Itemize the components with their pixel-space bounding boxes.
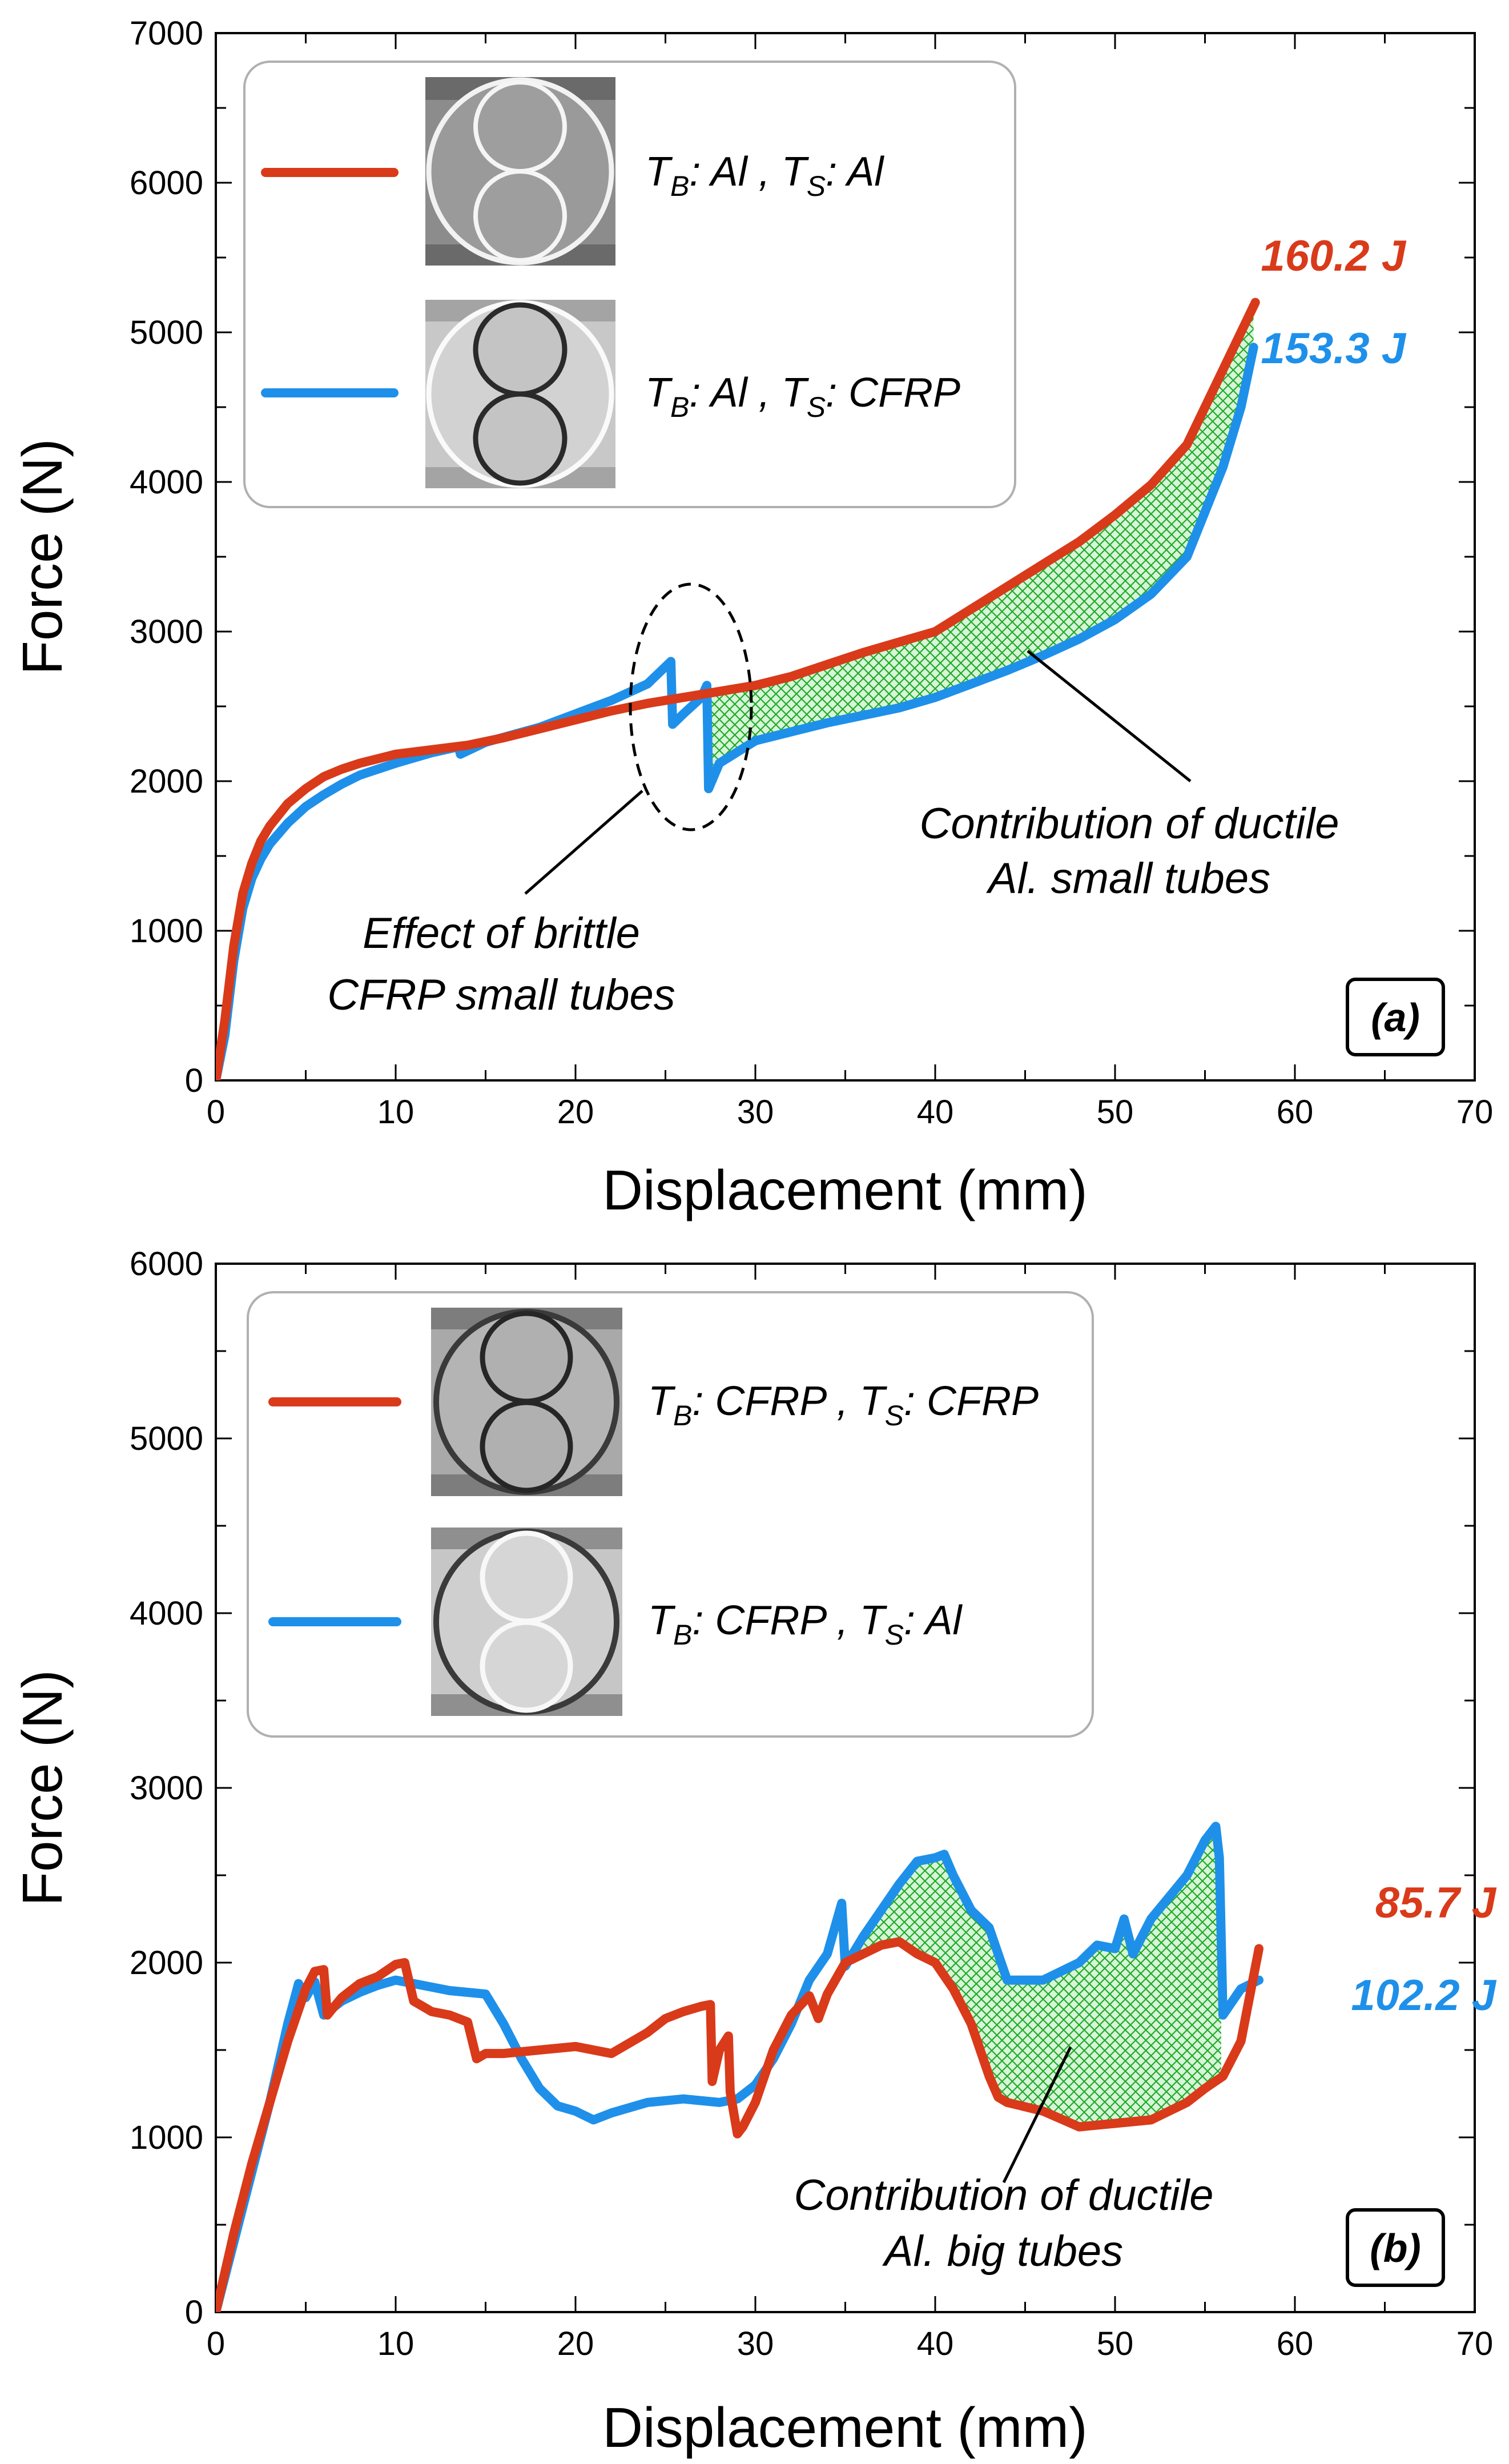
- annotation-text: Al. small tubes: [986, 854, 1270, 903]
- legend-box: [247, 1291, 1094, 1738]
- x-tick-label: 20: [557, 2325, 594, 2362]
- panel-label: (a): [1371, 995, 1420, 1040]
- legend: TB: Al , TS: Al TB: Al , TS: CFRP: [243, 61, 1016, 508]
- y-tick-label: 3000: [130, 613, 203, 650]
- x-tick-label: 30: [737, 2325, 774, 2362]
- annotation-text: Al. big tubes: [882, 2227, 1123, 2276]
- x-tick-label: 0: [207, 1094, 225, 1131]
- y-tick-label: 2000: [130, 763, 203, 800]
- annotation-text: Contribution of ductile: [794, 2171, 1213, 2220]
- x-tick-label: 30: [737, 1094, 774, 1131]
- y-tick-label: 5000: [130, 314, 203, 351]
- y-tick-label: 3000: [130, 1770, 203, 1807]
- panel-label: (b): [1370, 2226, 1421, 2270]
- axes-ticks: 0 10 20 30 40 50 60 70 0 1000 2000 3000 4000 5000 6000…: [130, 15, 1493, 1131]
- series-line: [216, 343, 1258, 1080]
- annotation-text: Contribution of ductile: [919, 799, 1339, 848]
- y-tick-label: 1000: [130, 2119, 203, 2156]
- y-tick-label: 7000: [130, 15, 203, 52]
- energy-label: 160.2 J: [1261, 232, 1406, 280]
- x-tick-label: 40: [917, 1094, 954, 1131]
- annotation-text: Effect of brittle: [363, 909, 640, 958]
- x-tick-label: 50: [1097, 1094, 1134, 1131]
- panel-label-box: [1346, 2208, 1445, 2287]
- y-tick-label: 0: [185, 2294, 203, 2331]
- panel-a: 0 10 20 30 40 50 60 70 0 1000 2000 3000 4000 5000 6000…: [11, 15, 1493, 1221]
- specimen-photo: [425, 300, 615, 488]
- x-tick-label: 60: [1277, 1094, 1314, 1131]
- specimen-photo: [431, 1308, 622, 1496]
- specimen-photo: [431, 1528, 622, 1716]
- x-tick-label: 60: [1277, 2325, 1314, 2362]
- y-tick-label: 0: [185, 1062, 203, 1099]
- x-axis-label: Displacement (mm): [602, 2396, 1087, 2459]
- axes-ticks: 0 10 20 30 40 50 60 70 0 1000 2000 3000 4000 5000 6000: [130, 1245, 1493, 2362]
- y-tick-label: 6000: [130, 1245, 203, 1283]
- x-tick-label: 0: [207, 2325, 225, 2362]
- annotation-leader: [1027, 650, 1192, 782]
- x-tick-label: 70: [1456, 2325, 1494, 2362]
- y-tick-label: 6000: [130, 164, 203, 202]
- legend-label: TB: CFRP , TS: CFRP: [648, 1378, 1039, 1432]
- x-tick-label: 50: [1097, 2325, 1134, 2362]
- series-line: [216, 1937, 1263, 2312]
- series-line: [216, 1822, 1263, 2312]
- annotation-leader: [1002, 2046, 1072, 2184]
- x-axis-label: Displacement (mm): [602, 1159, 1087, 1221]
- legend-label: TB: Al , TS: CFRP: [645, 370, 960, 423]
- x-tick-label: 10: [377, 2325, 415, 2362]
- annotation-leader: [524, 790, 643, 895]
- legend-label: TB: CFRP , TS: Al: [648, 1598, 963, 1651]
- energy-label: 153.3 J: [1261, 324, 1406, 373]
- x-tick-label: 10: [377, 1094, 415, 1131]
- y-tick-label: 4000: [130, 464, 203, 501]
- legend-label: TB: Al , TS: Al: [645, 149, 884, 202]
- cfrp-effect-ellipse: [629, 582, 753, 831]
- legend-box: [243, 61, 1016, 508]
- y-axis-label: Force (N): [11, 439, 74, 675]
- energy-label: 102.2 J: [1351, 1971, 1496, 2020]
- hatched-area: [709, 306, 1254, 789]
- specimen-photo: [425, 77, 615, 266]
- panel-label-box: [1346, 978, 1445, 1056]
- x-tick-label: 40: [917, 2325, 954, 2362]
- annotation-text: CFRP small tubes: [327, 971, 675, 1019]
- y-axis-label: Force (N): [11, 1670, 74, 1906]
- panel-b: 0 10 20 30 40 50 60 70 0 1000 2000 3000 4000 5000 6000…: [11, 1245, 1497, 2459]
- x-tick-label: 20: [557, 1094, 594, 1131]
- hatched-area: [842, 1826, 1221, 2127]
- energy-label: 85.7 J: [1375, 1879, 1497, 1927]
- y-tick-label: 5000: [130, 1420, 203, 1457]
- legend: TB: CFRP , TS: CFRP TB: CFRP , TS: Al: [247, 1291, 1094, 1738]
- y-tick-label: 1000: [130, 913, 203, 950]
- y-tick-label: 2000: [130, 1944, 203, 1981]
- x-tick-label: 70: [1456, 1094, 1494, 1131]
- y-tick-label: 4000: [130, 1595, 203, 1632]
